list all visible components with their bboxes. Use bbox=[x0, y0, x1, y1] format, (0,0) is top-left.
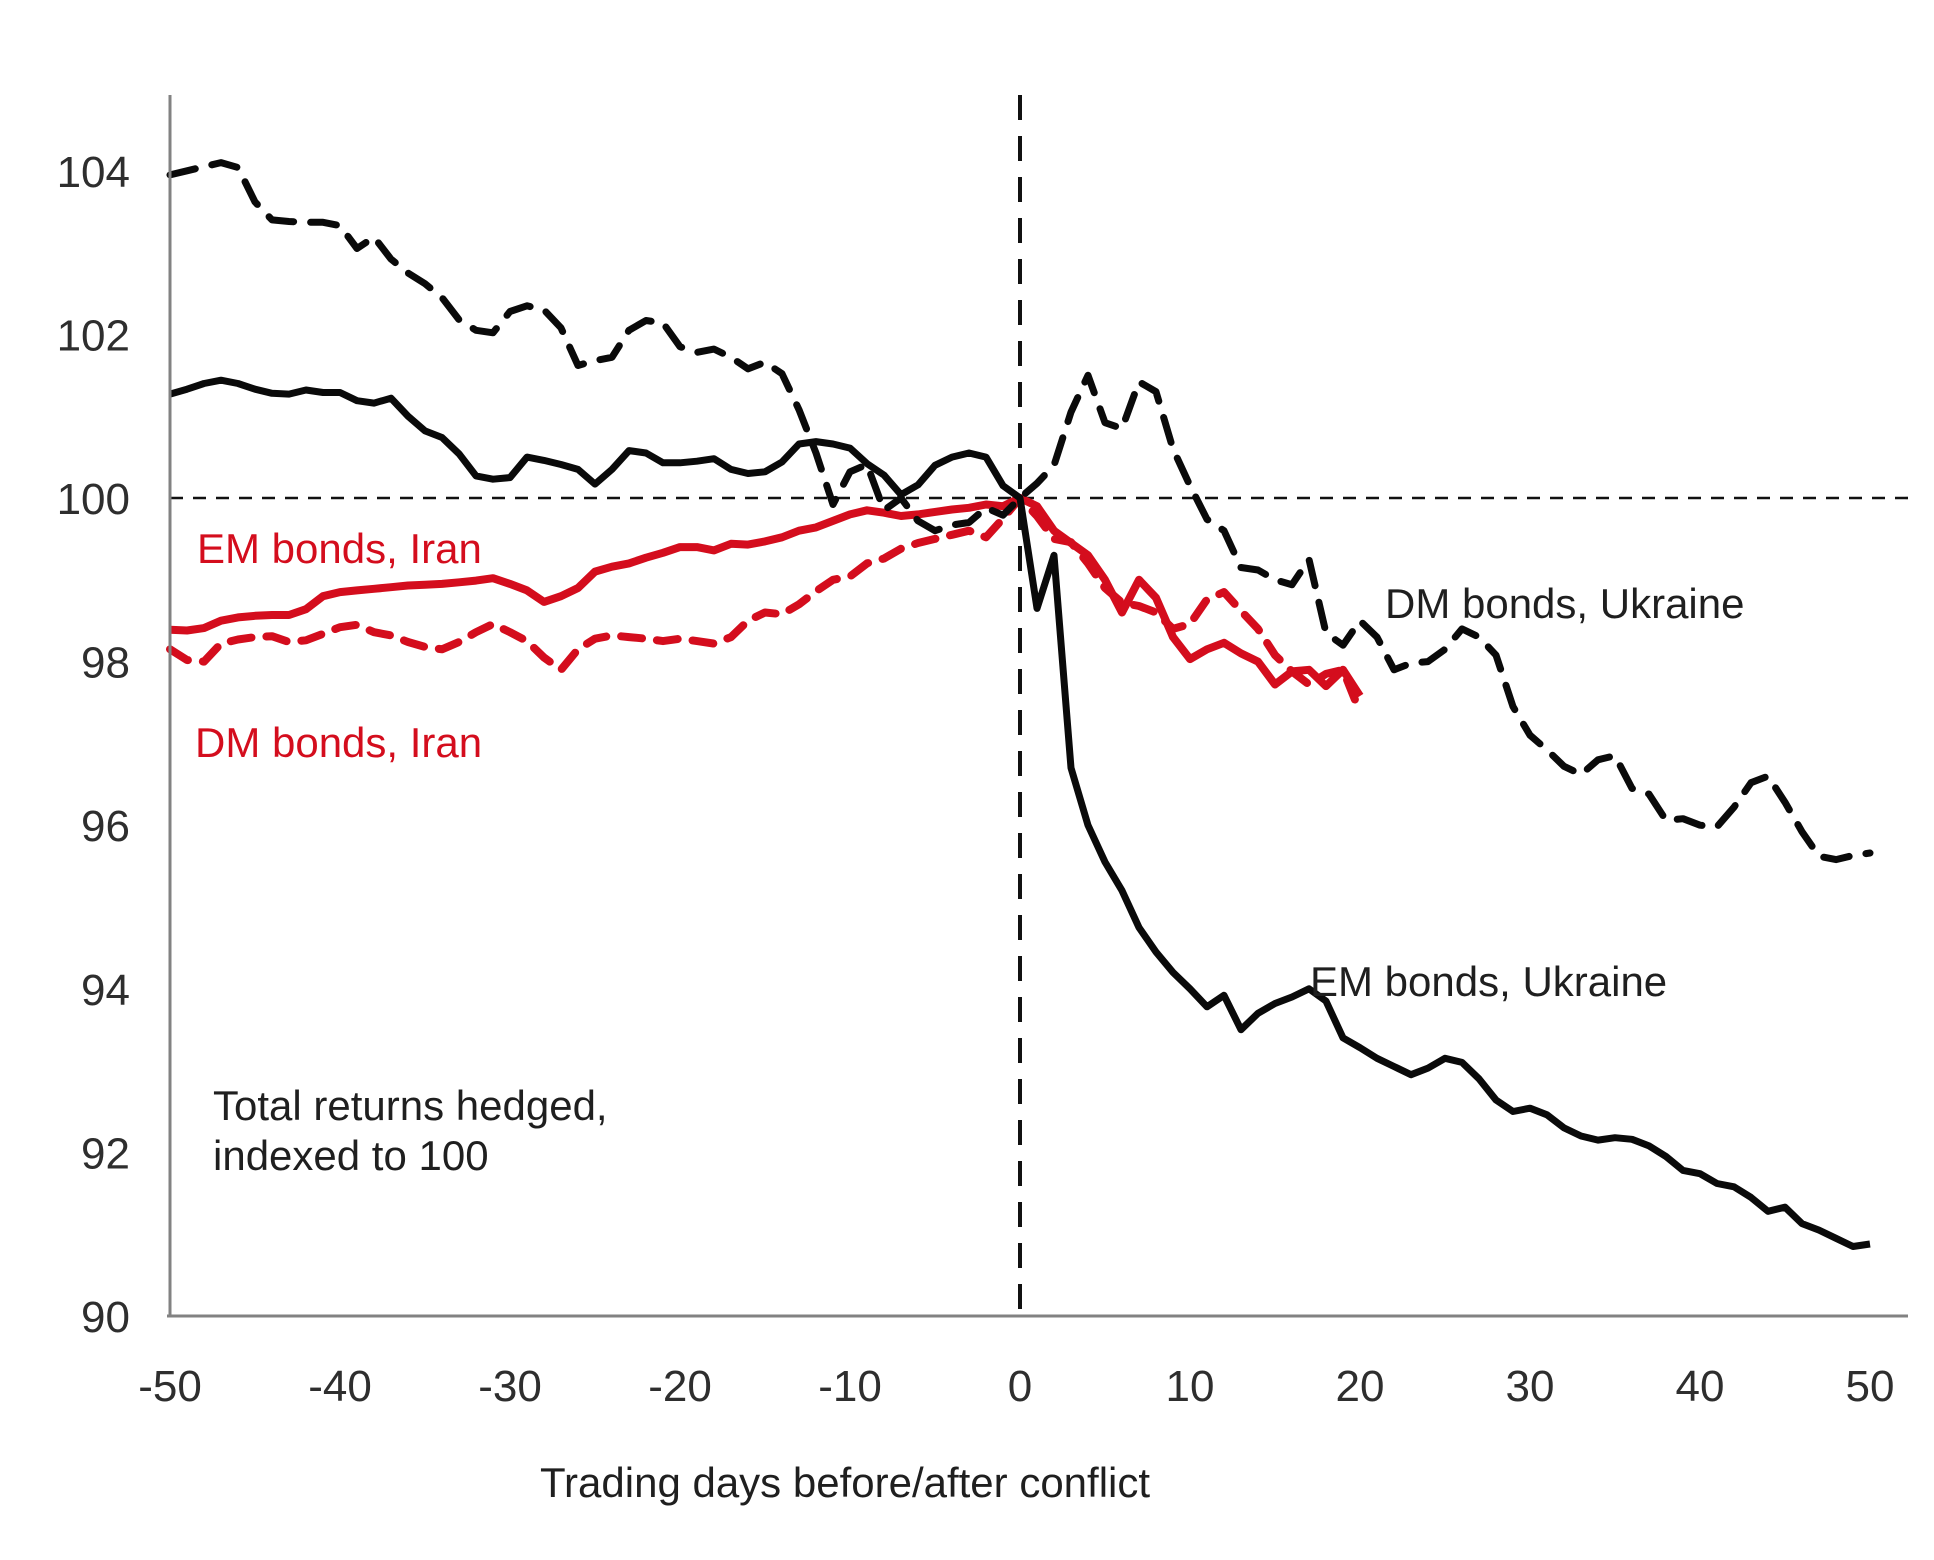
y-tick-label: 102 bbox=[57, 311, 130, 360]
dm-bonds-iran-line bbox=[166, 494, 1364, 717]
y-tick-label: 104 bbox=[57, 148, 130, 197]
dm-bonds-ukraine-line bbox=[166, 159, 1874, 864]
x-tick-label: 50 bbox=[1846, 1362, 1895, 1411]
x-tick-label: -40 bbox=[308, 1362, 372, 1411]
x-tick-label: -30 bbox=[478, 1362, 542, 1411]
x-tick-label: -10 bbox=[818, 1362, 882, 1411]
x-tick-label: -20 bbox=[648, 1362, 712, 1411]
dm-bonds-ukraine-label: DM bonds, Ukraine bbox=[1385, 580, 1744, 627]
x-tick-label: 10 bbox=[1166, 1362, 1215, 1411]
x-tick-label: 40 bbox=[1676, 1362, 1725, 1411]
y-tick-label: 92 bbox=[81, 1129, 130, 1178]
y-tick-label: 100 bbox=[57, 475, 130, 524]
dm-bonds-iran-label: DM bonds, Iran bbox=[195, 719, 482, 766]
tick-labels-group: -50 -40 -30 -20 -10 0 10 20 30 40 50 104 102 100 98 96 9… bbox=[57, 148, 1895, 1411]
x-tick-label: -50 bbox=[138, 1362, 202, 1411]
axes-group bbox=[167, 95, 1908, 1318]
em-bonds-iran-line bbox=[169, 494, 1364, 699]
series-lines-group bbox=[166, 159, 1874, 1250]
x-tick-label: 20 bbox=[1336, 1362, 1385, 1411]
y-tick-label: 90 bbox=[81, 1293, 130, 1342]
y-tick-label: 98 bbox=[81, 639, 130, 688]
x-tick-label: 30 bbox=[1506, 1362, 1555, 1411]
em-bonds-ukraine-line bbox=[169, 376, 1871, 1250]
annotation-line-1: Total returns hedged, bbox=[213, 1082, 608, 1129]
x-axis-title: Trading days before/after conflict bbox=[540, 1459, 1150, 1506]
em-bonds-ukraine-label: EM bonds, Ukraine bbox=[1310, 958, 1667, 1005]
x-tick-label: 0 bbox=[1008, 1362, 1032, 1411]
y-tick-label: 94 bbox=[81, 966, 130, 1015]
y-tick-label: 96 bbox=[81, 802, 130, 851]
annotation-line-2: indexed to 100 bbox=[213, 1132, 489, 1179]
em-bonds-iran-label: EM bonds, Iran bbox=[197, 525, 482, 572]
